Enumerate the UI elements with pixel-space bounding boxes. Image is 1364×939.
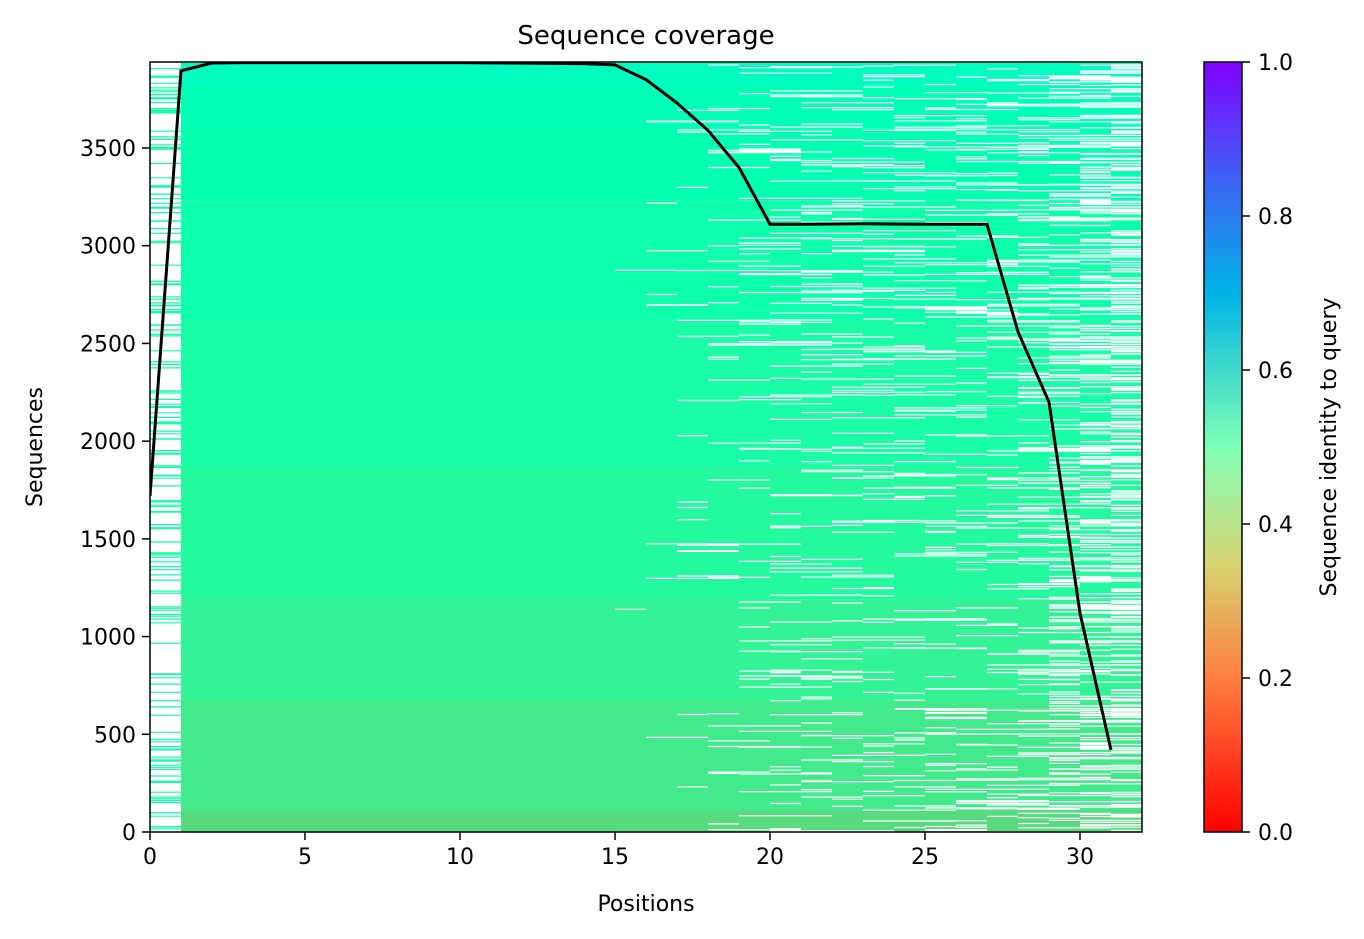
plot-area [150, 62, 1142, 832]
colorbar-ticks: 0.0 0.2 0.4 0.6 0.8 1.0 [1242, 51, 1293, 846]
colorbar-tick-label: 0.6 [1258, 359, 1293, 384]
x-tick-label: 25 [911, 845, 939, 870]
y-tick-label: 3500 [80, 137, 136, 162]
y-tick-label: 3000 [80, 235, 136, 260]
gap-lines [150, 62, 1142, 832]
x-tick-label: 5 [298, 845, 312, 870]
identity-band [181, 810, 1142, 832]
colorbar-frame [1203, 61, 1243, 833]
colorbar-tick-label: 0.0 [1258, 821, 1293, 846]
colorbar-label: Sequence identity to query [1317, 297, 1342, 596]
column-zero-background [150, 62, 181, 832]
plot-frame [149, 61, 1143, 833]
colorbar-gradient [1204, 62, 1242, 832]
y-axis-label: Sequences [23, 387, 48, 507]
x-axis-label: Positions [597, 892, 694, 917]
x-tick-label: 0 [143, 845, 157, 870]
x-axis-ticks: 0 5 10 15 20 25 30 [143, 832, 1094, 870]
y-tick-label: 1000 [80, 626, 136, 651]
identity-band [181, 128, 1142, 201]
colorbar-tick-label: 0.8 [1258, 205, 1293, 230]
chart-title: Sequence coverage [517, 21, 774, 51]
x-tick-label: 30 [1066, 845, 1094, 870]
y-tick-label: 2500 [80, 332, 136, 357]
identity-band [181, 62, 1142, 86]
identity-band [181, 466, 1142, 600]
y-tick-label: 0 [122, 821, 136, 846]
colorbar-tick-label: 0.2 [1258, 667, 1293, 692]
identity-band [181, 319, 1142, 467]
x-tick-label: 15 [601, 845, 629, 870]
gap-stripes [150, 62, 1142, 832]
colorbar-tick-label: 1.0 [1258, 51, 1293, 76]
identity-band [181, 599, 1142, 702]
y-tick-label: 2000 [80, 430, 136, 455]
colorbar: 0.0 0.2 0.4 0.6 0.8 1.0 Sequence identity to … [1203, 51, 1342, 846]
y-axis-ticks: 0 500 1000 1500 2000 2500 3000 3500 [80, 137, 150, 846]
colorbar-tick-label: 0.4 [1258, 513, 1293, 538]
y-tick-label: 1500 [80, 528, 136, 553]
x-tick-label: 10 [446, 845, 474, 870]
identity-bands [150, 62, 1142, 832]
y-tick-label: 500 [94, 723, 136, 748]
x-tick-label: 20 [756, 845, 784, 870]
